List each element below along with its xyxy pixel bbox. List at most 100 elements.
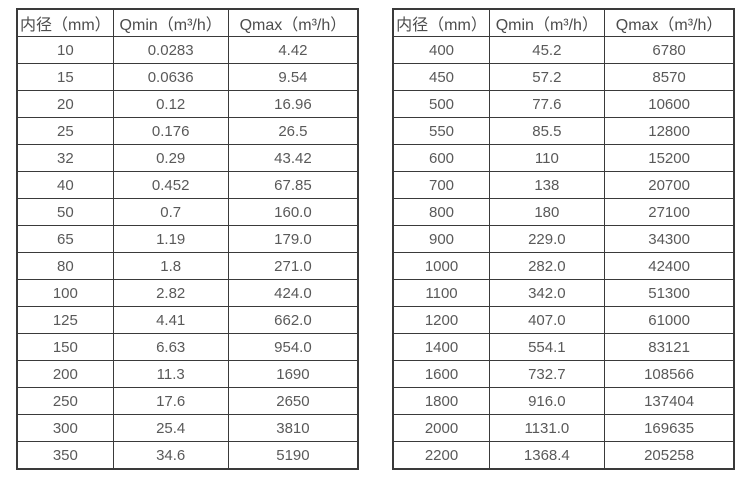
table-cell: 1690 xyxy=(227,360,359,388)
table-cell: 662.0 xyxy=(227,306,359,334)
table-cell: 108566 xyxy=(603,360,735,388)
table-cell: 0.452 xyxy=(112,171,229,199)
header-inner-diameter: 内径（mm） xyxy=(16,8,114,37)
table-cell: 17.6 xyxy=(112,387,229,415)
table-row: 600 110 15200 xyxy=(392,144,735,172)
table-cell: 250 xyxy=(16,387,114,415)
table-row: 25 0.176 26.5 xyxy=(16,117,359,145)
table-row: 50 0.7 160.0 xyxy=(16,198,359,226)
table-cell: 1600 xyxy=(392,360,490,388)
table-cell: 5190 xyxy=(227,441,359,470)
table-cell: 15 xyxy=(16,63,114,91)
table-row: 40 0.452 67.85 xyxy=(16,171,359,199)
table-cell: 34300 xyxy=(603,225,735,253)
table-cell: 4.41 xyxy=(112,306,229,334)
table-row: 100 2.82 424.0 xyxy=(16,279,359,307)
table-cell: 20700 xyxy=(603,171,735,199)
table-cell: 2650 xyxy=(227,387,359,415)
table-cell: 57.2 xyxy=(488,63,605,91)
table-cell: 34.6 xyxy=(112,441,229,470)
table-cell: 200 xyxy=(16,360,114,388)
table-cell: 180 xyxy=(488,198,605,226)
table-header-row: 内径（mm） Qmin（m³/h） Qmax（m³/h） xyxy=(16,8,359,37)
table-row: 1800 916.0 137404 xyxy=(392,387,735,415)
table-row: 350 34.6 5190 xyxy=(16,441,359,470)
table-cell: 77.6 xyxy=(488,90,605,118)
table-cell: 169635 xyxy=(603,414,735,442)
header-qmax: Qmax（m³/h） xyxy=(227,8,359,37)
table-row: 10 0.0283 4.42 xyxy=(16,36,359,64)
header-inner-diameter: 内径（mm） xyxy=(392,8,490,37)
table-cell: 0.0636 xyxy=(112,63,229,91)
table-row: 500 77.6 10600 xyxy=(392,90,735,118)
table-row: 800 180 27100 xyxy=(392,198,735,226)
table-header-row: 内径（mm） Qmin（m³/h） Qmax（m³/h） xyxy=(392,8,735,37)
table-row: 1100 342.0 51300 xyxy=(392,279,735,307)
table-row: 1400 554.1 83121 xyxy=(392,333,735,361)
table-cell: 10600 xyxy=(603,90,735,118)
header-qmax: Qmax（m³/h） xyxy=(603,8,735,37)
table-cell: 8570 xyxy=(603,63,735,91)
table-cell: 450 xyxy=(392,63,490,91)
table-cell: 271.0 xyxy=(227,252,359,280)
table-cell: 2200 xyxy=(392,441,490,470)
table-cell: 2000 xyxy=(392,414,490,442)
table-cell: 15200 xyxy=(603,144,735,172)
table-cell: 1800 xyxy=(392,387,490,415)
table-cell: 42400 xyxy=(603,252,735,280)
table-row: 65 1.19 179.0 xyxy=(16,225,359,253)
table-cell: 1.8 xyxy=(112,252,229,280)
table-row: 900 229.0 34300 xyxy=(392,225,735,253)
table-cell: 0.7 xyxy=(112,198,229,226)
table-cell: 125 xyxy=(16,306,114,334)
table-cell: 1200 xyxy=(392,306,490,334)
table-row: 150 6.63 954.0 xyxy=(16,333,359,361)
table-row: 80 1.8 271.0 xyxy=(16,252,359,280)
table-cell: 300 xyxy=(16,414,114,442)
table-cell: 800 xyxy=(392,198,490,226)
table-cell: 900 xyxy=(392,225,490,253)
table-cell: 3810 xyxy=(227,414,359,442)
table-cell: 150 xyxy=(16,333,114,361)
table-cell: 65 xyxy=(16,225,114,253)
table-cell: 32 xyxy=(16,144,114,172)
table-row: 200 11.3 1690 xyxy=(16,360,359,388)
table-row: 300 25.4 3810 xyxy=(16,414,359,442)
table-cell: 954.0 xyxy=(227,333,359,361)
table-cell: 25 xyxy=(16,117,114,145)
table-cell: 600 xyxy=(392,144,490,172)
table-cell: 45.2 xyxy=(488,36,605,64)
table-cell: 700 xyxy=(392,171,490,199)
table-cell: 1368.4 xyxy=(488,441,605,470)
table-cell: 407.0 xyxy=(488,306,605,334)
table-cell: 179.0 xyxy=(227,225,359,253)
table-cell: 400 xyxy=(392,36,490,64)
table-row: 700 138 20700 xyxy=(392,171,735,199)
table-row: 550 85.5 12800 xyxy=(392,117,735,145)
table-row: 1200 407.0 61000 xyxy=(392,306,735,334)
table-cell: 229.0 xyxy=(488,225,605,253)
table-cell: 6.63 xyxy=(112,333,229,361)
table-cell: 342.0 xyxy=(488,279,605,307)
table-cell: 67.85 xyxy=(227,171,359,199)
table-cell: 12800 xyxy=(603,117,735,145)
table-cell: 2.82 xyxy=(112,279,229,307)
table-cell: 1400 xyxy=(392,333,490,361)
table-row: 32 0.29 43.42 xyxy=(16,144,359,172)
table-cell: 137404 xyxy=(603,387,735,415)
table-body: 400 45.2 6780 450 57.2 8570 500 77.6 10600 550 85.… xyxy=(392,36,735,470)
table-row: 1000 282.0 42400 xyxy=(392,252,735,280)
flow-rate-tables-container: 内径（mm） Qmin（m³/h） Qmax（m³/h） 10 0.0283 4.4… xyxy=(16,8,736,470)
table-cell: 9.54 xyxy=(227,63,359,91)
table-row: 125 4.41 662.0 xyxy=(16,306,359,334)
table-cell: 205258 xyxy=(603,441,735,470)
table-cell: 16.96 xyxy=(227,90,359,118)
table-cell: 51300 xyxy=(603,279,735,307)
table-cell: 25.4 xyxy=(112,414,229,442)
table-cell: 40 xyxy=(16,171,114,199)
table-cell: 26.5 xyxy=(227,117,359,145)
table-cell: 0.176 xyxy=(112,117,229,145)
table-cell: 0.12 xyxy=(112,90,229,118)
table-cell: 20 xyxy=(16,90,114,118)
table-cell: 732.7 xyxy=(488,360,605,388)
